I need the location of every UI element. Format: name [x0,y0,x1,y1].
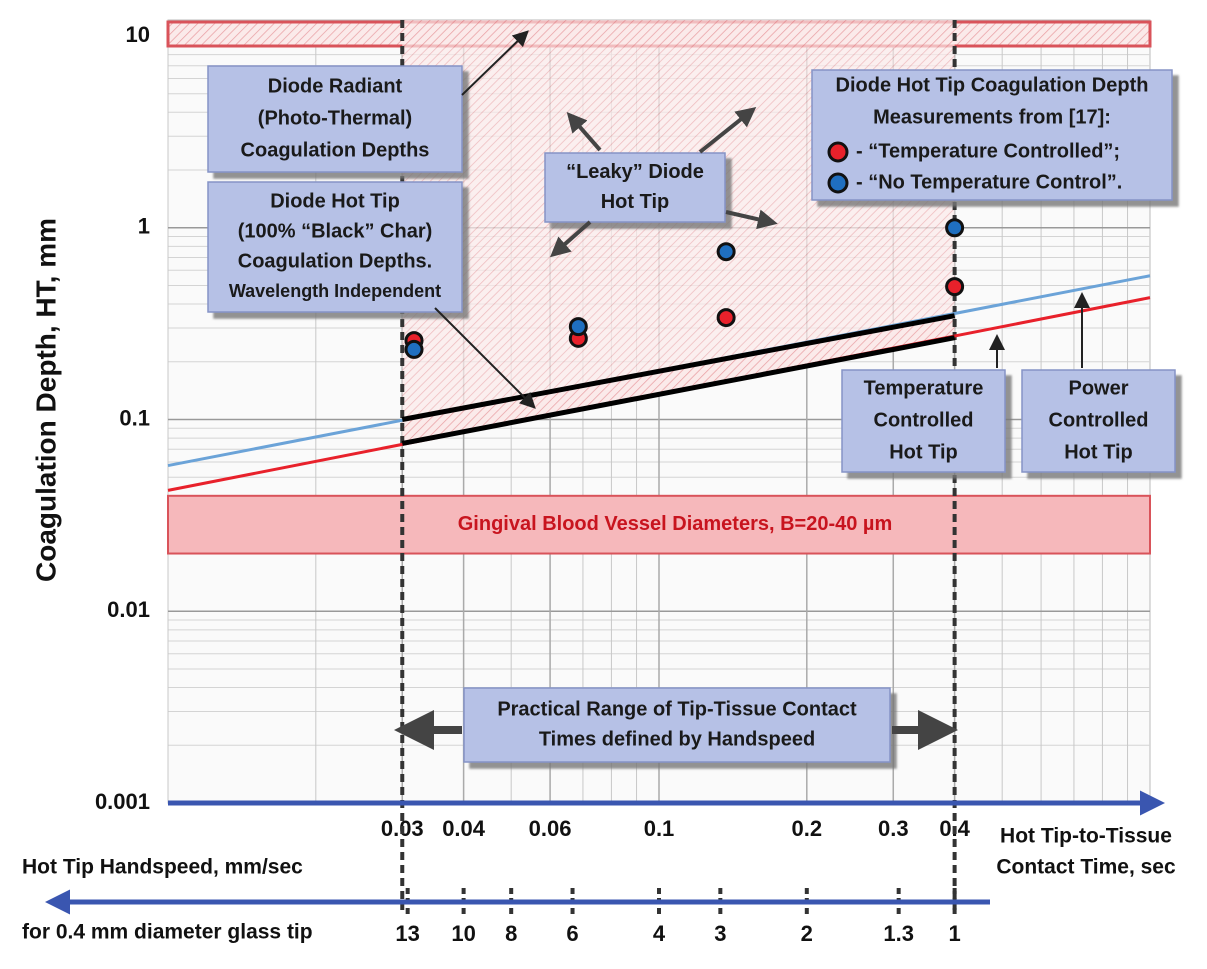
legend-marker [827,141,849,163]
x-tick-label: 0.06 [529,816,572,841]
annotation-text: Diode Hot Tip [270,190,400,212]
x2-tick-label: 6 [566,921,578,946]
annotation-box [207,181,463,313]
arrows [45,30,1165,915]
x2-tick-label: 13 [395,921,419,946]
band-label: Gingival Blood Vessel Diameters, B=20-40… [458,513,892,535]
annotation-text: Practical Range of Tip-Tissue Contact [497,698,857,720]
annotation-text: Wavelength Independent [229,281,441,301]
annotation-text: Coagulation Depths [241,139,430,161]
x-tick-label: 0.1 [644,816,675,841]
legend-marker [827,172,849,194]
point [716,308,736,328]
annotation-text: Power [1068,377,1128,399]
x2-axis-title: for 0.4 mm diameter glass tip [22,921,313,944]
x2-tick-label: 8 [505,921,517,946]
annotation-box [811,69,1173,201]
y-tick-label: 0.1 [119,405,150,430]
point [945,277,965,297]
x2-tick-label: 4 [653,921,666,946]
annotation-text: Controlled [1049,409,1149,431]
y-tick-label: 1 [138,214,150,239]
legend-title: Diode Hot Tip Coagulation Depth [836,74,1149,96]
y-tick-label: 10 [126,22,150,47]
y-tick-label: 0.01 [107,597,150,622]
arrow [698,107,757,154]
x2-axis-title: Hot Tip Handspeed, mm/sec [22,856,303,879]
arrow [725,209,778,230]
annotation-text: “Leaky” Diode [566,161,704,183]
annotation-text: Temperature [864,377,984,399]
legend-title: Measurements from [17]: [873,106,1111,128]
x-tick-label: 0.2 [792,816,823,841]
point [568,317,588,337]
x-tick-label: 0.3 [878,816,909,841]
annotation-text: Hot Tip [1064,441,1133,463]
line [401,313,956,422]
y-axis-title: Coagulation Depth, HT, mm [30,218,61,582]
annotation-box [1021,369,1176,473]
point [716,242,736,262]
arrow [434,307,536,409]
x2-tick-label: 1.3 [883,921,914,946]
annotations: Diode Radiant (Photo-Thermal) Coagulation … [207,65,1176,763]
x2-tick-label: 3 [714,921,726,946]
annotation-text: Hot Tip [601,191,670,213]
band [167,494,1151,555]
annotation-box [544,152,726,223]
annotation-box [207,65,463,173]
arrow [550,220,592,258]
arrow [461,30,529,96]
point [945,218,965,238]
point [404,339,424,359]
annotation-text: (Photo-Thermal) [258,107,412,129]
annotation-text: Coagulation Depths. [238,250,432,272]
x2-tick-label: 1 [948,921,960,946]
annotation-box [463,687,891,763]
x2-tick-label: 2 [801,921,813,946]
y-tick-label: 0.001 [95,789,150,814]
annotation-text: Diode Radiant [268,75,403,97]
arrow [566,111,602,152]
annotation-text: Controlled [874,409,974,431]
x-axis-title: Hot Tip-to-Tissue [1000,825,1172,848]
legend-label: - “Temperature Controlled”; [856,140,1120,162]
x-tick-label: 0.04 [442,816,486,841]
annotation-text: Hot Tip [889,441,958,463]
annotation-box [841,369,1006,473]
legend-label: - “No Temperature Control”. [856,171,1122,193]
x-axis-title: Contact Time, sec [996,856,1176,879]
annotation-text: Times defined by Handspeed [539,728,815,750]
annotation-text: (100% “Black” Char) [238,220,433,242]
line [401,335,956,446]
x2-tick-label: 10 [451,921,475,946]
region [402,315,955,444]
